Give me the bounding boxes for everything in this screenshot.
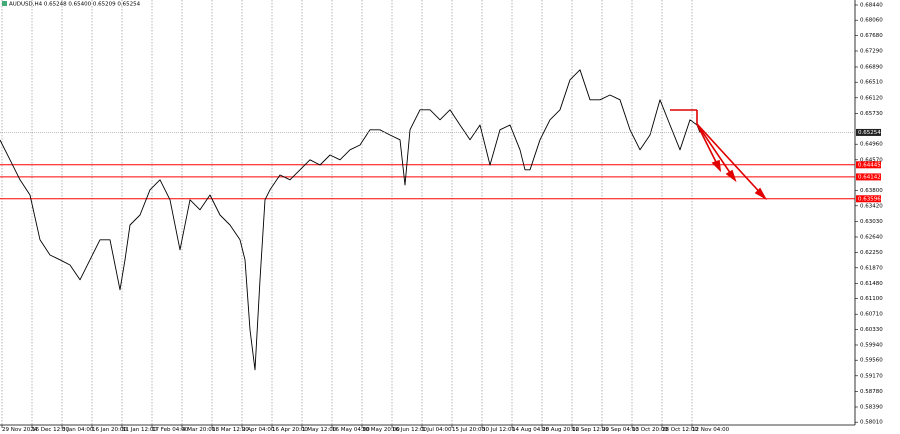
y-tick-label: 0.58780 (860, 389, 883, 395)
x-tick-label: 30 May 20:00 (362, 427, 400, 433)
last-price-box (856, 128, 881, 136)
level-label: 0.63596 (858, 196, 881, 202)
x-tick-label: 15 Jul 20:00 (452, 427, 485, 433)
x-tick-label: 30 Jul 12:00 (482, 427, 515, 433)
x-tick-label: 2 Apr 04:00 (242, 427, 275, 433)
x-tick-label: 1 Jul 04:00 (422, 427, 452, 433)
arrow-head (754, 187, 768, 201)
y-tick-label: 0.59940 (860, 343, 883, 349)
x-tick-label: 16 Apr 20:00 (272, 427, 308, 433)
y-tick-label: 0.62250 (860, 250, 883, 256)
x-tick-label: 1 May 12:00 (302, 427, 337, 433)
last-price-label: 0.65254 (858, 130, 881, 136)
x-tick-label: 16 Jun 12:00 (392, 427, 427, 433)
x-tick-label: 31 Jan 12:00 (122, 427, 157, 433)
y-tick-label: 0.66890 (860, 65, 883, 71)
x-tick-label: 28 Oct 12:00 (662, 427, 698, 433)
arrow (696, 123, 736, 181)
y-tick-label: 0.66510 (860, 80, 883, 86)
x-tick-label: 17 Feb 04:00 (152, 427, 189, 433)
x-tick-label: 29 Sep 04:00 (602, 427, 639, 433)
level-label-box (856, 161, 881, 169)
level-label: 0.64142 (858, 174, 881, 180)
x-tick-label: 18 Mar 12:00 (212, 427, 249, 433)
x-tick-label: 29 Nov 2024 (2, 427, 38, 433)
y-tick-label: 0.61100 (860, 296, 883, 302)
y-tick-label: 0.60330 (860, 327, 883, 333)
x-tick-label: 12 Nov 04:00 (692, 427, 730, 433)
arrow-head (725, 169, 737, 183)
arrow-head (711, 159, 722, 173)
arrow (696, 123, 766, 199)
y-tick-label: 0.60710 (860, 312, 883, 318)
x-tick-label: 14 Aug 04:00 (512, 427, 550, 433)
grid (1, 0, 693, 425)
annotation-arrows (670, 109, 768, 201)
x-tick-label: 4 Mar 20:00 (182, 427, 216, 433)
y-tick-label: 0.65730 (860, 111, 883, 117)
y-tick-label: 0.64960 (860, 142, 883, 148)
y-tick-label: 0.59170 (860, 373, 883, 379)
y-tick-label: 0.64570 (860, 157, 883, 163)
y-tick-label: 0.63800 (860, 188, 883, 194)
y-tick-label: 0.62640 (860, 235, 883, 241)
x-tick-label: 16 Dec 12:00 (32, 427, 69, 433)
y-tick-label: 0.67290 (860, 49, 883, 55)
x-tick-label: 13 Oct 20:00 (632, 427, 668, 433)
price-line (0, 69, 701, 371)
plot (0, 69, 855, 371)
x-tick-label: 16 Jan 20:00 (92, 427, 127, 433)
y-tick-label: 0.67680 (860, 33, 883, 39)
y-tick-label: 0.61480 (860, 281, 883, 287)
x-tick-label: 28 Aug 20:00 (542, 427, 580, 433)
x-tick-label: 3 Jan 04:00 (62, 427, 94, 433)
level-label: 0.64445 (858, 162, 881, 168)
y-tick-label: 0.66120 (860, 95, 883, 101)
y-tick-label: 0.68440 (860, 3, 883, 9)
y-tick-label: 0.61870 (860, 265, 883, 271)
x-tick-label: 16 May 04:00 (332, 427, 370, 433)
symbol-icon (2, 1, 7, 6)
level-label-box (856, 195, 881, 203)
y-tick-label: 0.59560 (860, 358, 883, 364)
y-tick-label: 0.63420 (860, 203, 883, 209)
y-tick-label: 0.68060 (860, 18, 883, 24)
chart-title: AUDUSD,H4 0.65248 0.65400 0.65209 0.6525… (9, 2, 141, 8)
x-tick-label: 12 Sep 12:00 (572, 427, 609, 433)
level-label-box (856, 173, 881, 181)
y-tick-label: 0.58010 (860, 420, 883, 426)
y-tick-label: 0.63030 (860, 219, 883, 225)
y-tick-label: 0.58390 (860, 405, 883, 411)
